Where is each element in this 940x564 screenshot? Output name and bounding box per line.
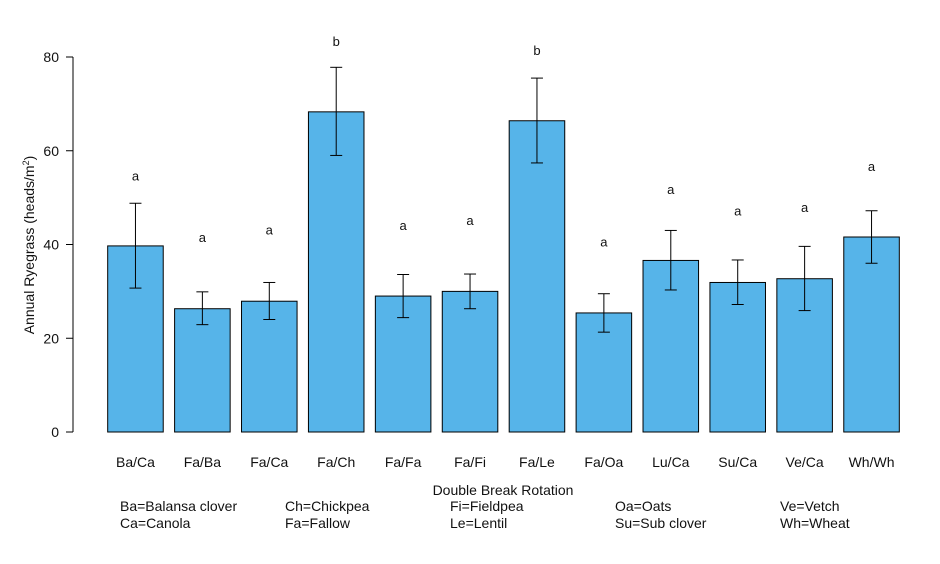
- category-label: Fa/Ba: [184, 454, 222, 470]
- legend-entry: Ba=Balansa clover: [120, 498, 237, 514]
- legend-entry: Ve=Vetch: [780, 498, 840, 514]
- category-labels: Ba/Ca Fa/Ba Fa/Ca Fa/Ch Fa/Fa Fa/Fi Fa/Le Fa/Oa…: [116, 454, 894, 470]
- significance-letter: a: [600, 235, 608, 250]
- significance-letter: a: [199, 230, 207, 245]
- legend-entry: Su=Sub clover: [615, 515, 707, 531]
- significance-letter: a: [400, 218, 408, 233]
- category-label: Fa/Fi: [454, 454, 486, 470]
- significance-letter: a: [466, 213, 474, 228]
- bar: [307, 111, 365, 433]
- bar: [843, 236, 900, 433]
- bar: [441, 290, 499, 433]
- bar: [508, 120, 566, 433]
- y-tick-label: 20: [43, 330, 59, 346]
- y-tick-label: 60: [43, 143, 59, 159]
- category-label: Lu/Ca: [652, 454, 690, 470]
- significance-letter: b: [533, 43, 540, 58]
- significance-letter: a: [801, 200, 809, 215]
- legend-entry: Fi=Fieldpea: [450, 498, 524, 514]
- legend-entry: Fa=Fallow: [285, 515, 351, 531]
- y-tick-label: 0: [51, 424, 59, 440]
- legend-entry: Wh=Wheat: [780, 515, 850, 531]
- significance-letter: a: [266, 222, 274, 237]
- category-label: Su/Ca: [718, 454, 757, 470]
- category-label: Fa/Le: [519, 454, 555, 470]
- y-axis-title: Annual Ryegrass (heads/m2): [21, 156, 37, 335]
- category-label: Ve/Ca: [786, 454, 824, 470]
- significance-letter: b: [333, 34, 340, 49]
- category-label: Fa/Fa: [385, 454, 422, 470]
- category-label: Fa/Oa: [584, 454, 623, 470]
- x-axis-title: Double Break Rotation: [433, 482, 574, 498]
- bar: [709, 281, 766, 433]
- significance-letter: a: [734, 204, 742, 219]
- significance-letter: a: [667, 182, 675, 197]
- y-axis-title-close: ): [21, 156, 37, 161]
- y-axis-title-superscript: 2: [21, 160, 31, 165]
- legend-entry: Oa=Oats: [615, 498, 671, 514]
- legend-entry: Ch=Chickpea: [285, 498, 370, 514]
- bars: a a a b a a b a a a a a: [107, 34, 900, 433]
- y-axis-title-main: Annual Ryegrass (heads/m: [21, 165, 37, 334]
- legend-entry: Ca=Canola: [120, 515, 191, 531]
- category-label: Fa/Ca: [250, 454, 288, 470]
- bar: [174, 308, 231, 433]
- bar: [575, 312, 633, 433]
- significance-letter: a: [868, 159, 876, 174]
- significance-letter: a: [132, 169, 140, 184]
- y-axis: 0 20 40 60 80: [43, 49, 74, 440]
- category-label: Ba/Ca: [116, 454, 155, 470]
- category-label: Fa/Ch: [317, 454, 355, 470]
- y-tick-label: 80: [43, 49, 59, 65]
- category-label: Wh/Wh: [849, 454, 895, 470]
- y-tick-label: 40: [43, 237, 59, 253]
- legend-entry: Le=Lentil: [450, 515, 507, 531]
- bar: [241, 300, 298, 433]
